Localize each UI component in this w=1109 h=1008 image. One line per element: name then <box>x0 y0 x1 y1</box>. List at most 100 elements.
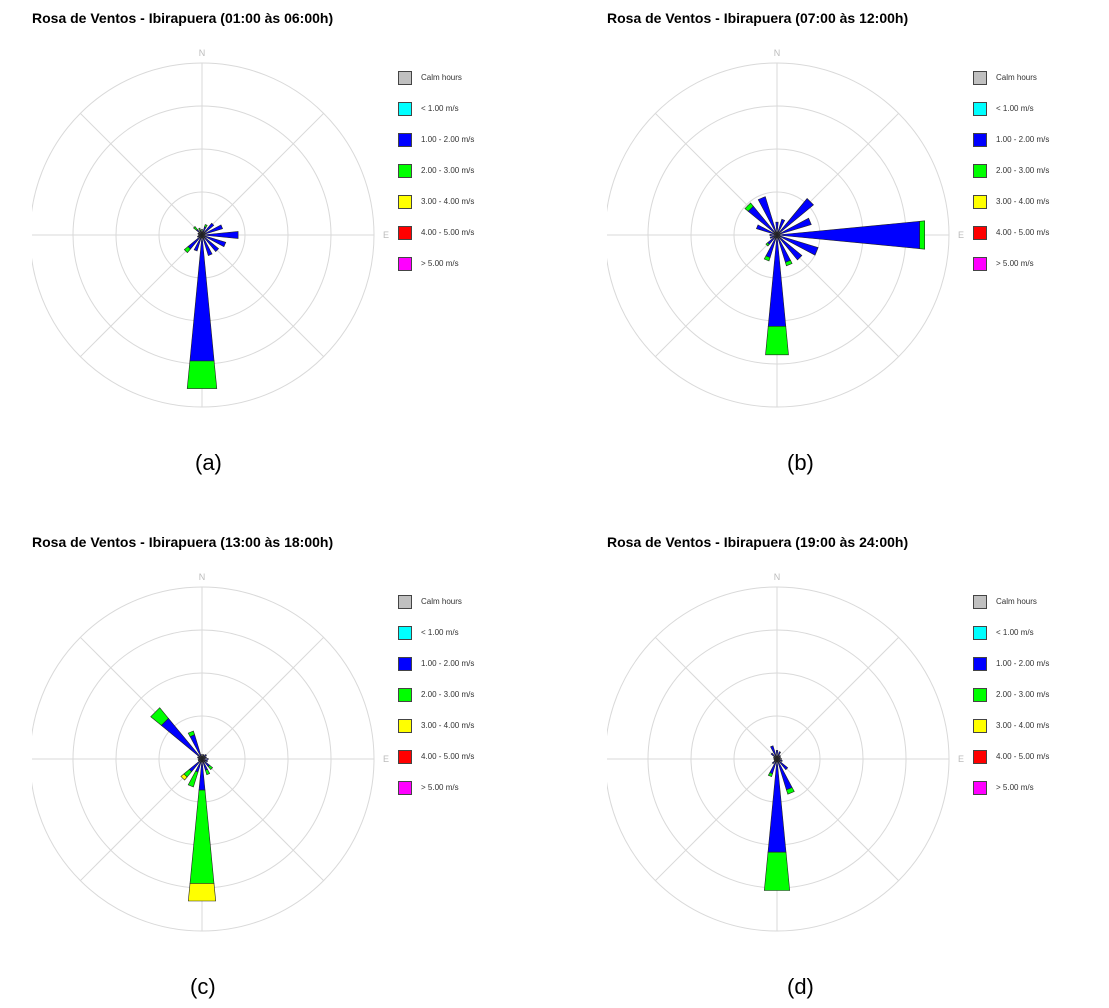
legend-swatch <box>398 194 412 209</box>
petal-segment <box>201 758 209 760</box>
compass-label: E <box>958 754 964 764</box>
wind-rose: NESW0%11%22%33%44% <box>32 572 389 932</box>
petal-segment <box>201 754 203 760</box>
legend-item-4to5: 4.00 - 5.00 m/s <box>973 741 1049 772</box>
petal-segment <box>187 730 195 737</box>
grid-spoke <box>80 234 203 357</box>
legend-label: > 5.00 m/s <box>421 259 459 268</box>
petal-segment <box>201 234 227 248</box>
legend-label: 2.00 - 3.00 m/s <box>996 166 1050 175</box>
legend-item-lt1: < 1.00 m/s <box>973 617 1049 648</box>
figure-caption: (b) <box>787 450 814 475</box>
legend-label: 3.00 - 4.00 m/s <box>996 721 1050 730</box>
legend-swatch <box>973 780 987 795</box>
legend-label: 2.00 - 3.00 m/s <box>421 690 475 699</box>
legend-swatch <box>973 256 987 271</box>
petal-segment <box>776 754 782 760</box>
legend-label: 3.00 - 4.00 m/s <box>421 721 475 730</box>
petal-segment <box>776 751 782 760</box>
petal-segment <box>776 758 789 771</box>
legend-swatch <box>973 163 987 178</box>
petal-segment <box>201 224 224 236</box>
petal-segment <box>201 222 215 236</box>
legend-label: 1.00 - 2.00 m/s <box>996 659 1050 668</box>
petal-segment <box>186 360 218 389</box>
legend-item-lt1: < 1.00 m/s <box>973 93 1049 124</box>
petal-segment <box>757 196 778 236</box>
legend-label: 1.00 - 2.00 m/s <box>421 135 475 144</box>
petal-segment <box>776 198 814 236</box>
legend-label: Calm hours <box>996 597 1037 606</box>
legend-item-gt5: > 5.00 m/s <box>398 772 474 803</box>
petal-segment <box>785 259 793 267</box>
petal-segment <box>197 234 203 236</box>
legend: Calm hours < 1.00 m/s 1.00 - 2.00 m/s 2.… <box>973 62 1049 279</box>
petal-segment <box>775 750 779 760</box>
petal-segment <box>193 234 203 252</box>
petal-segment <box>189 789 215 884</box>
legend-item-4to5: 4.00 - 5.00 m/s <box>973 217 1049 248</box>
legend-label: 2.00 - 3.00 m/s <box>421 166 475 175</box>
legend-swatch <box>398 70 412 85</box>
legend-swatch <box>973 225 987 240</box>
petal-segment <box>197 758 203 762</box>
petal-segment <box>776 218 786 236</box>
chart-panel-d: Rosa de Ventos - Ibirapuera (19:00 às 24… <box>607 534 1109 1004</box>
legend-item-gt5: > 5.00 m/s <box>973 248 1049 279</box>
legend-label: Calm hours <box>421 597 462 606</box>
petal-segment <box>776 758 782 760</box>
petal-segment <box>776 234 803 261</box>
legend-item-3to4: 3.00 - 4.00 m/s <box>973 710 1049 741</box>
chart-title: Rosa de Ventos - Ibirapuera (01:00 às 06… <box>32 10 334 26</box>
legend-item-2to3: 2.00 - 3.00 m/s <box>973 155 1049 186</box>
compass-label: E <box>383 230 389 240</box>
petal-segment <box>201 234 213 257</box>
petal-segment <box>770 745 778 760</box>
compass-label: E <box>383 754 389 764</box>
legend-label: < 1.00 m/s <box>421 628 459 637</box>
legend: Calm hours < 1.00 m/s 1.00 - 2.00 m/s 2.… <box>398 586 474 803</box>
chart-panel-c: Rosa de Ventos - Ibirapuera (13:00 às 18… <box>32 534 572 1004</box>
legend-label: 3.00 - 4.00 m/s <box>421 197 475 206</box>
legend-item-4to5: 4.00 - 5.00 m/s <box>398 741 474 772</box>
petal-segment <box>193 226 198 231</box>
petal-segment <box>763 255 771 262</box>
figure-caption: (a) <box>195 450 222 475</box>
petal-segment <box>767 772 773 777</box>
legend-label: > 5.00 m/s <box>996 259 1034 268</box>
petal-segment <box>150 707 169 726</box>
legend-label: 4.00 - 5.00 m/s <box>996 752 1050 761</box>
legend-swatch <box>973 594 987 609</box>
legend-label: 4.00 - 5.00 m/s <box>421 228 475 237</box>
legend-swatch <box>398 256 412 271</box>
petal-segment <box>786 787 795 795</box>
petal-segment <box>196 234 203 238</box>
petal-segment <box>201 758 208 763</box>
petal-segment <box>776 234 819 256</box>
petal-segment <box>187 770 199 788</box>
chart-title: Rosa de Ventos - Ibirapuera (07:00 às 12… <box>607 10 909 26</box>
compass-label: N <box>774 48 781 58</box>
legend-item-calm: Calm hours <box>973 62 1049 93</box>
legend-swatch <box>398 163 412 178</box>
legend-item-calm: Calm hours <box>398 586 474 617</box>
petal-segment <box>770 752 778 760</box>
petal-segment <box>776 758 783 763</box>
petal-segment <box>773 758 778 760</box>
grid-spoke <box>655 637 778 760</box>
legend-swatch <box>398 101 412 116</box>
legend-swatch <box>973 749 987 764</box>
petal-segment <box>763 851 791 891</box>
petal-segment <box>205 769 211 776</box>
grid-spoke <box>776 637 899 760</box>
compass-label: N <box>199 48 206 58</box>
petal-segment <box>201 229 203 232</box>
legend-label: 2.00 - 3.00 m/s <box>996 690 1050 699</box>
petal-segment <box>201 754 207 760</box>
grid-spoke <box>655 758 778 881</box>
compass-label: N <box>774 572 781 582</box>
legend-swatch <box>398 656 412 671</box>
legend-item-4to5: 4.00 - 5.00 m/s <box>398 217 474 248</box>
legend-item-1to2: 1.00 - 2.00 m/s <box>398 124 474 155</box>
legend-item-calm: Calm hours <box>398 62 474 93</box>
